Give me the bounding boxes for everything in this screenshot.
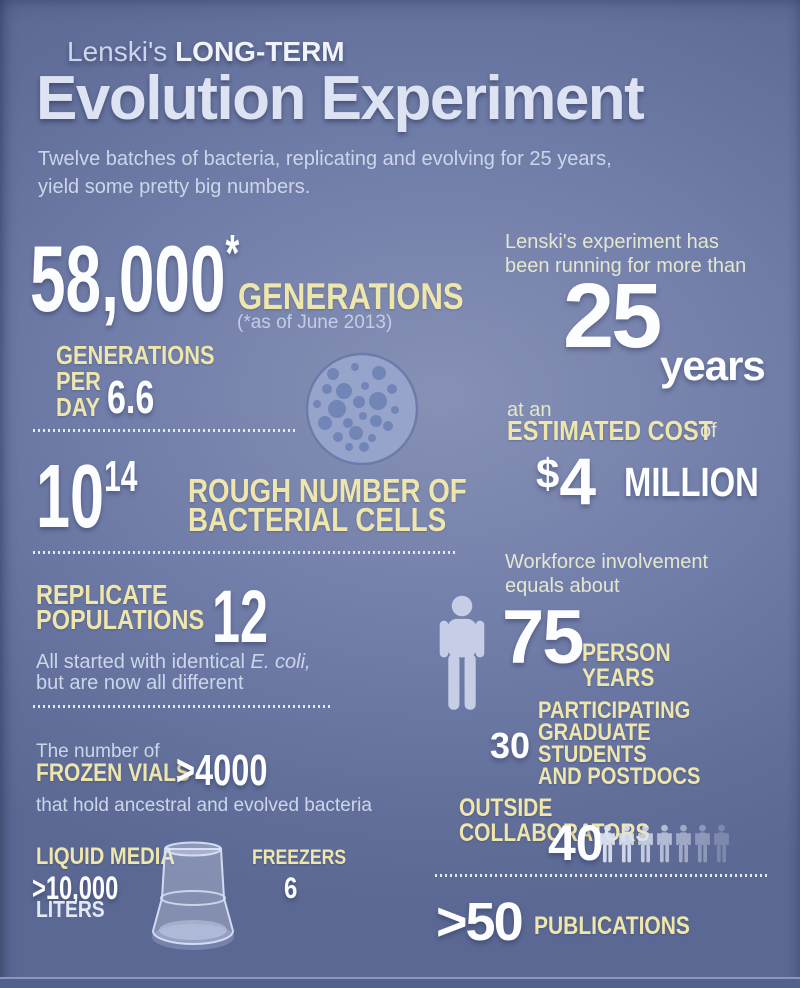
workforce-value: 75 bbox=[502, 595, 585, 680]
generations-footnote: (*as of June 2013) bbox=[237, 312, 393, 333]
cost-intro: at an bbox=[507, 399, 552, 421]
kicker: Lenski's LONG-TERM bbox=[67, 38, 345, 66]
vials-label: FROZEN VIALS bbox=[36, 759, 191, 787]
populations-value: 12 bbox=[212, 575, 268, 658]
dotted-divider bbox=[435, 874, 770, 877]
flask-icon bbox=[151, 841, 235, 950]
media-unit: LITERS bbox=[36, 896, 105, 922]
cells-value: 1014 bbox=[36, 447, 138, 547]
per-day-value: 6.6 bbox=[107, 371, 155, 423]
dotted-divider bbox=[33, 551, 457, 554]
populations-label: REPLICATE POPULATIONS bbox=[36, 579, 205, 635]
person-icon bbox=[436, 594, 488, 714]
person-icon bbox=[619, 824, 634, 863]
workforce-label: PERSON YEARS bbox=[582, 639, 671, 692]
person-icon bbox=[657, 824, 672, 863]
asterisk: * bbox=[225, 225, 240, 283]
per-day-label: GENERATIONS PER DAY bbox=[56, 340, 215, 422]
publications-label: PUBLICATIONS bbox=[534, 912, 690, 940]
page-subtitle: Twelve batches of bacteria, replicating … bbox=[38, 148, 612, 198]
populations-note: All started with identical E. coli, but … bbox=[36, 651, 311, 694]
publications-value: >50 bbox=[436, 892, 524, 952]
students-value: 30 bbox=[490, 725, 531, 766]
freezers-value: 6 bbox=[284, 872, 298, 905]
media-label: LIQUID MEDIA bbox=[36, 843, 175, 870]
dotted-divider bbox=[33, 429, 298, 432]
person-icon bbox=[600, 824, 615, 863]
years-intro: Lenski's experiment has been running for… bbox=[505, 231, 747, 277]
vials-intro: The number of bbox=[36, 741, 160, 762]
freezers-label: FREEZERS bbox=[252, 846, 347, 869]
cost-unit: MILLION bbox=[624, 459, 759, 505]
students-label: PARTICIPATING GRADUATE STUDENTS AND POST… bbox=[538, 697, 701, 790]
kicker-light: Lenski's bbox=[67, 36, 168, 67]
cells-label: ROUGH NUMBER OF BACTERIAL CELLS bbox=[188, 472, 467, 538]
person-icon bbox=[676, 824, 691, 863]
kicker-bold: LONG-TERM bbox=[175, 36, 345, 67]
bottom-border-strip bbox=[0, 977, 800, 988]
workforce-intro: Workforce involvement equals about bbox=[505, 551, 709, 597]
collaborators-value: 40 bbox=[548, 815, 604, 871]
collaborators-icon-row bbox=[599, 824, 730, 864]
cost-label: ESTIMATED COST bbox=[507, 415, 714, 446]
person-icon bbox=[695, 824, 710, 863]
page-title: Evolution Experiment bbox=[36, 64, 645, 133]
dollar-sign: $ bbox=[536, 450, 560, 497]
years-value: 25 bbox=[563, 265, 662, 367]
vials-value: >4000 bbox=[176, 746, 268, 795]
years-unit: years bbox=[660, 342, 766, 389]
collaborators-label: OUTSIDE COLLABORATORS bbox=[459, 794, 650, 847]
cost-value: $4 bbox=[536, 444, 597, 518]
generations-label: GENERATIONS bbox=[238, 276, 464, 317]
person-icon bbox=[638, 824, 653, 863]
cost-label-suffix: of bbox=[700, 420, 717, 442]
dotted-divider bbox=[33, 705, 333, 708]
person-icon bbox=[714, 824, 729, 863]
generations-value: 58,000* bbox=[30, 225, 240, 331]
exponent: 14 bbox=[104, 452, 138, 501]
petri-dish-icon bbox=[305, 352, 419, 466]
media-value: >10,000 bbox=[32, 870, 119, 906]
vials-note: that hold ancestral and evolved bacteria bbox=[36, 795, 372, 816]
